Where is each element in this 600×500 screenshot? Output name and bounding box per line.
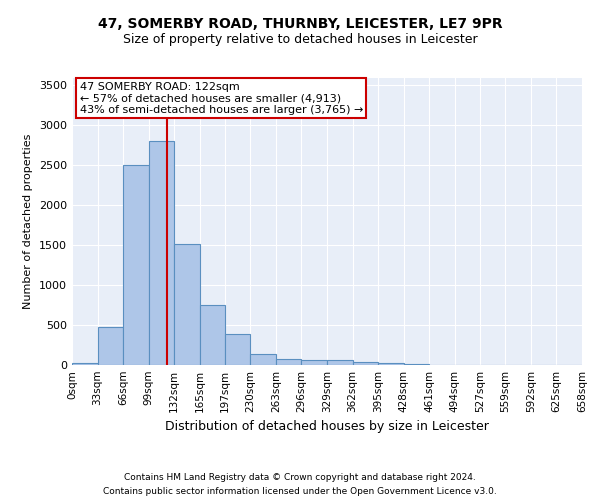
Bar — [72, 364, 98, 365]
Bar — [98, 326, 123, 365]
Text: 47, SOMERBY ROAD, THURNBY, LEICESTER, LE7 9PR: 47, SOMERBY ROAD, THURNBY, LEICESTER, LE… — [98, 18, 502, 32]
Bar — [353, 362, 378, 365]
Y-axis label: Number of detached properties: Number of detached properties — [23, 134, 34, 309]
Bar — [327, 360, 353, 365]
Text: Contains HM Land Registry data © Crown copyright and database right 2024.: Contains HM Land Registry data © Crown c… — [124, 472, 476, 482]
Bar — [250, 354, 276, 365]
Bar — [123, 166, 149, 365]
Text: 47 SOMERBY ROAD: 122sqm
← 57% of detached houses are smaller (4,913)
43% of semi: 47 SOMERBY ROAD: 122sqm ← 57% of detache… — [80, 82, 363, 115]
Text: Contains public sector information licensed under the Open Government Licence v3: Contains public sector information licen… — [103, 488, 497, 496]
Bar — [404, 364, 430, 365]
Bar — [149, 142, 175, 365]
Bar — [224, 334, 250, 365]
Text: Size of property relative to detached houses in Leicester: Size of property relative to detached ho… — [122, 32, 478, 46]
Bar — [378, 363, 404, 365]
Bar — [175, 244, 200, 365]
Bar — [200, 305, 224, 365]
X-axis label: Distribution of detached houses by size in Leicester: Distribution of detached houses by size … — [165, 420, 489, 434]
Bar — [276, 358, 301, 365]
Bar — [301, 360, 327, 365]
